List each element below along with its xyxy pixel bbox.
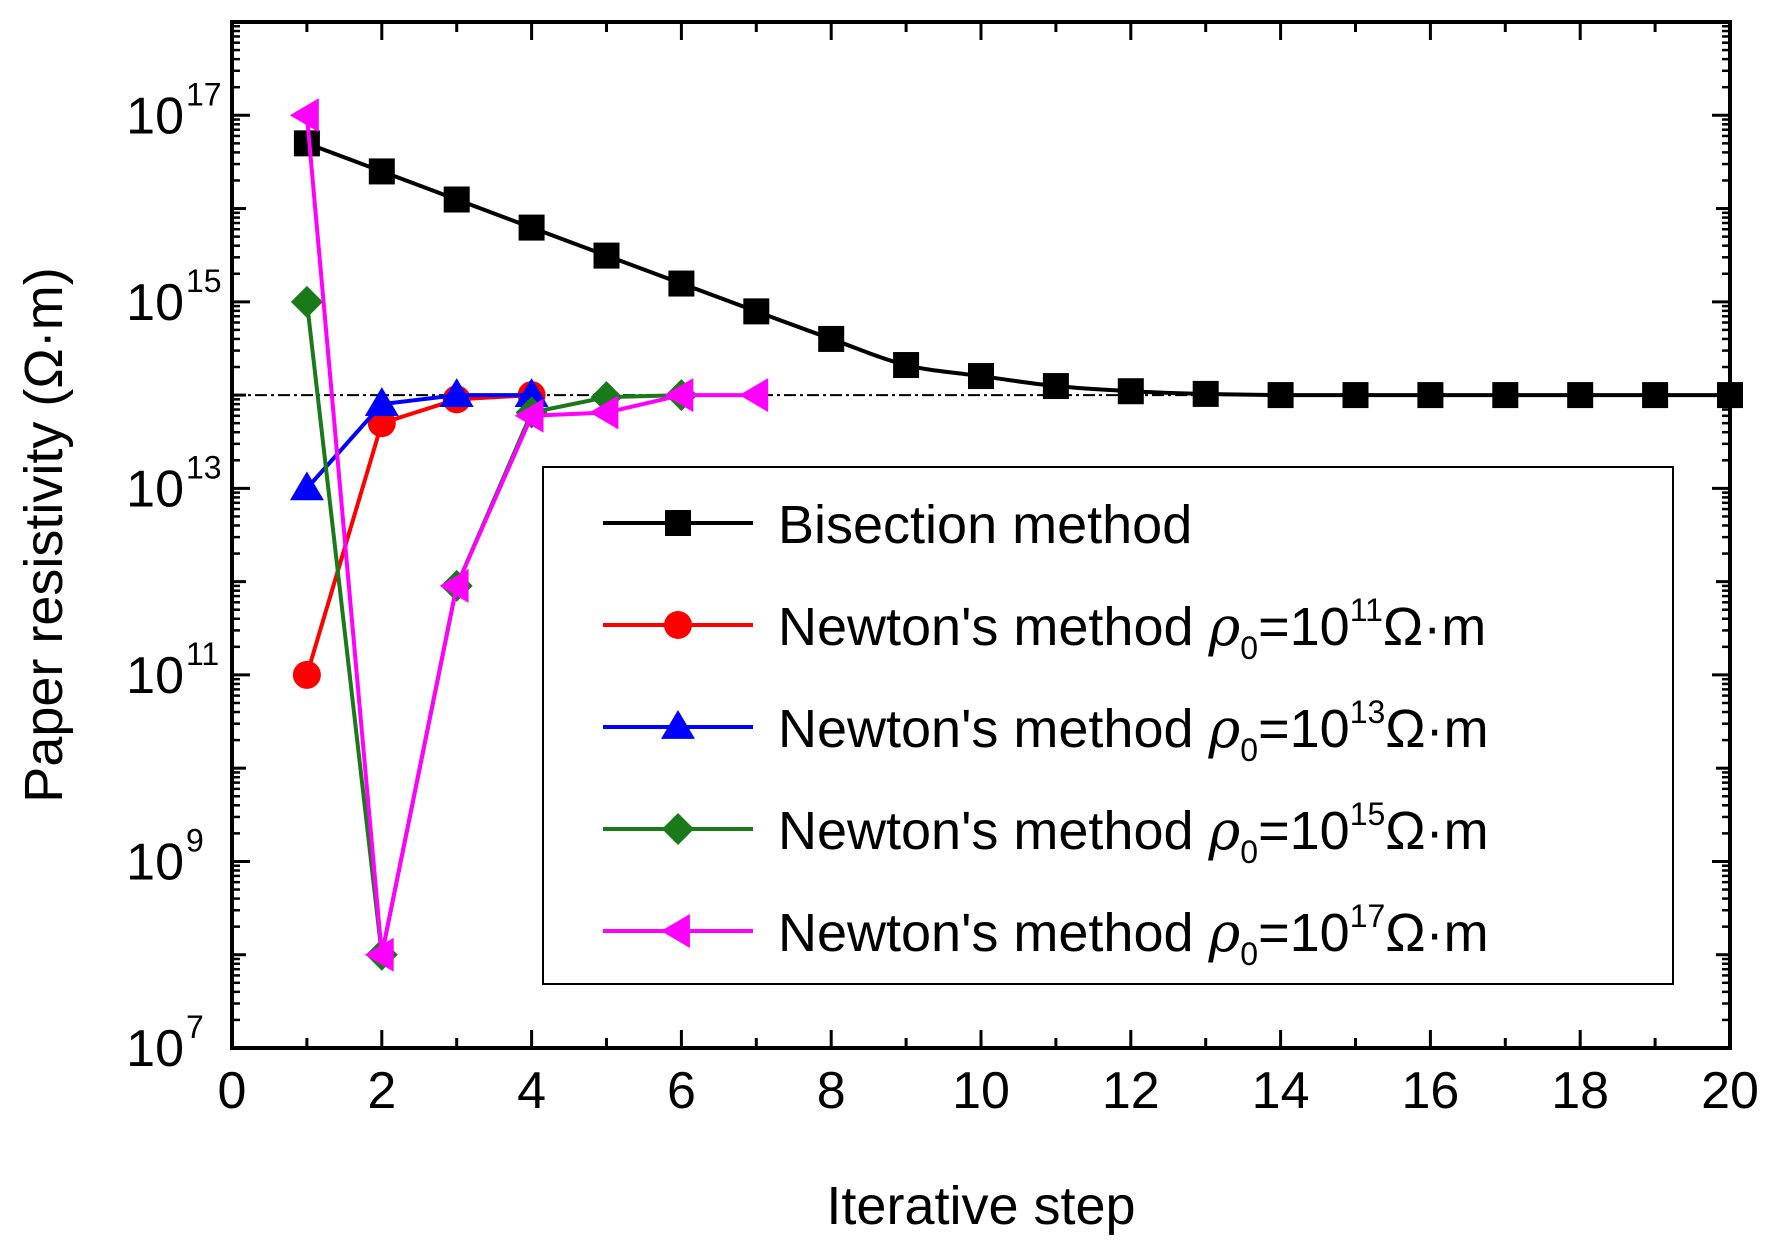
series-line: [305, 393, 532, 490]
data-point-triangle-left: [289, 98, 319, 133]
x-tick-label: 20: [1701, 1062, 1759, 1120]
data-point-square: [1117, 378, 1144, 405]
data-point-square: [1417, 382, 1444, 409]
data-point-square: [1267, 382, 1294, 409]
data-point-square: [1192, 380, 1219, 407]
y-tick-label-exponent: 15: [186, 263, 222, 299]
x-tick-label: 2: [367, 1062, 396, 1120]
y-tick-label: 10 7: [126, 1009, 204, 1078]
data-point-triangle: [289, 471, 324, 501]
legend-label: Newton's method ρ0=1015Ω·m: [778, 796, 1489, 870]
data-point-square: [1492, 382, 1519, 409]
data-point-triangle-left: [514, 398, 544, 433]
y-tick-label-exponent: 17: [186, 76, 222, 112]
data-point-diamond: [662, 813, 694, 845]
data-point-square: [1342, 382, 1369, 409]
data-point-circle: [367, 409, 396, 438]
data-point-square: [968, 363, 994, 390]
legend-label: Newton's method ρ0=1011Ω·m: [778, 592, 1486, 666]
data-point-diamond: [290, 285, 323, 318]
y-tick-label-base: 10: [126, 87, 184, 145]
x-tick-label: 14: [1252, 1062, 1310, 1120]
y-tick-label: 10 11: [126, 636, 219, 705]
x-tick-label: 4: [517, 1062, 546, 1120]
y-tick-label-base: 10: [126, 833, 184, 891]
x-tick-label: 6: [667, 1062, 696, 1120]
x-tick-label: 8: [817, 1062, 846, 1120]
legend-label: Bisection method: [778, 495, 1192, 555]
x-tick-label: 16: [1401, 1062, 1459, 1120]
y-tick-label: 10 9: [126, 822, 204, 891]
legend-entry: Newton's method ρ0=1013Ω·m: [603, 694, 1489, 768]
data-point-triangle: [439, 378, 474, 407]
y-tick-label: 10 13: [126, 449, 221, 518]
data-point-triangle: [514, 378, 549, 407]
data-point-triangle: [364, 387, 399, 417]
data-point-circle: [664, 611, 692, 639]
data-point-square: [893, 352, 920, 379]
y-tick-label-exponent: 13: [186, 449, 222, 485]
data-point-triangle-left: [364, 937, 394, 972]
data-point-triangle-left: [739, 378, 769, 413]
data-point-circle: [292, 660, 321, 689]
data-point-square: [1042, 373, 1069, 400]
legend-label: Newton's method ρ0=1013Ω·m: [778, 694, 1489, 768]
legend-entry: Bisection method: [603, 495, 1192, 555]
y-axis-title: Paper resistivity (Ω·m): [14, 267, 74, 802]
y-tick-label-exponent: 9: [186, 822, 204, 858]
plot-frame: [230, 20, 1732, 1050]
series-layer: [289, 98, 1743, 972]
data-point-square: [668, 270, 695, 297]
data-point-square: [665, 510, 691, 536]
data-point-square: [1642, 382, 1669, 409]
legend-entry: Newton's method ρ0=1017Ω·m: [603, 898, 1489, 972]
data-point-triangle-left: [664, 378, 694, 413]
data-point-triangle: [661, 710, 695, 739]
data-point-square: [368, 158, 395, 185]
data-point-triangle-left: [661, 914, 690, 948]
y-tick-label-exponent: 7: [186, 1009, 204, 1045]
data-point-triangle-left: [589, 395, 619, 430]
series-4: [289, 98, 769, 972]
y-tick-label-base: 10: [126, 1020, 184, 1078]
data-point-triangle-left: [439, 568, 469, 603]
y-tick-label-exponent: 11: [186, 636, 219, 672]
y-tick-label-base: 10: [126, 274, 184, 332]
data-point-square: [443, 186, 470, 213]
x-tick-label: 0: [218, 1062, 247, 1120]
data-point-square: [818, 325, 845, 352]
data-point-square: [593, 242, 620, 269]
data-point-square: [1567, 382, 1594, 409]
x-tick-labels: 0 2 4 6 8 10 12 14 16 18 20: [218, 1062, 1759, 1120]
legend-label: Newton's method ρ0=1017Ω·m: [778, 898, 1489, 972]
y-tick-label-base: 10: [126, 647, 184, 705]
data-point-square: [518, 214, 545, 241]
legend-entry: Newton's method ρ0=1011Ω·m: [603, 592, 1486, 666]
y-tick-label: 10 17: [126, 76, 221, 145]
series-2: [289, 378, 549, 501]
x-tick-label: 10: [952, 1062, 1010, 1120]
y-tick-label: 10 15: [126, 263, 221, 332]
x-axis-title: Iterative step: [826, 1176, 1135, 1236]
y-tick-label-base: 10: [126, 460, 184, 518]
x-tick-label: 12: [1102, 1062, 1160, 1120]
x-tick-label: 18: [1551, 1062, 1609, 1120]
legend: Bisection method Newton's method ρ0=1011Ω…: [542, 466, 1674, 985]
data-point-square: [743, 298, 770, 325]
legend-entry: Newton's method ρ0=1015Ω·m: [603, 796, 1489, 870]
